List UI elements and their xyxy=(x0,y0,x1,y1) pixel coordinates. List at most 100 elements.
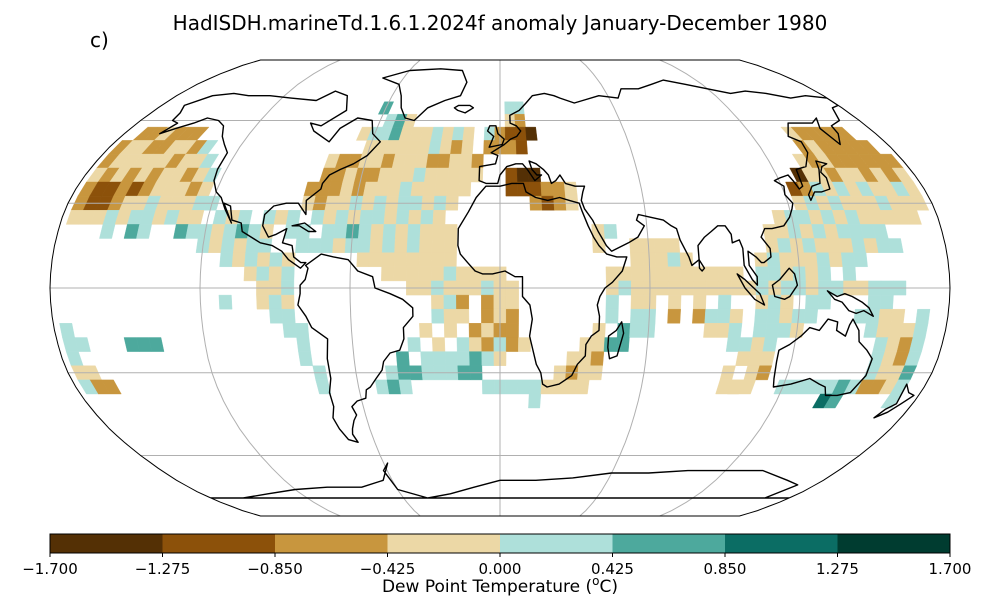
meridian-line xyxy=(579,60,651,516)
anomaly-cell xyxy=(563,379,578,395)
colorbar-tick-label: 0.425 xyxy=(591,560,634,578)
anomaly-cell xyxy=(777,323,792,338)
coast-africa xyxy=(457,182,628,388)
anomaly-cell xyxy=(725,337,741,352)
anomaly-cell xyxy=(412,167,427,183)
colorbar-tick-label: −0.425 xyxy=(360,560,416,578)
anomaly-cell xyxy=(256,294,270,310)
anomaly-cell xyxy=(444,224,458,239)
anomaly-cell xyxy=(515,126,527,141)
anomaly-cell xyxy=(552,379,566,395)
anomaly-cell xyxy=(295,323,310,338)
colorbar-ticks: −1.700 −1.275 −0.850 −0.425 0.000 0.425 0.850 1… xyxy=(22,553,971,578)
anomaly-cell xyxy=(778,252,794,267)
anomaly-cell xyxy=(219,252,234,267)
anomaly-cell xyxy=(456,351,471,366)
anomaly-cell xyxy=(447,167,461,183)
anomaly-cell xyxy=(630,266,644,282)
anomaly-cell xyxy=(443,323,458,338)
anomaly-cell xyxy=(667,252,681,267)
colorbar-swatch xyxy=(500,534,613,553)
anomaly-cell xyxy=(904,210,922,225)
colorbar-swatch xyxy=(275,534,388,553)
anomaly-cell xyxy=(432,210,446,225)
anomaly-cell xyxy=(307,238,322,253)
anomaly-cell xyxy=(357,224,372,239)
anomaly-cell xyxy=(826,238,842,253)
anomaly-cell xyxy=(268,294,283,310)
anomaly-cell xyxy=(443,238,458,253)
anomaly-cell xyxy=(418,252,433,267)
coast-eurasia xyxy=(478,79,841,286)
anomaly-cell xyxy=(458,181,472,197)
anomaly-cell xyxy=(382,224,397,239)
anomaly-cell xyxy=(540,181,554,197)
anomaly-cell xyxy=(828,252,843,267)
anomaly-cell xyxy=(780,294,794,310)
anomaly-cell xyxy=(419,238,433,253)
anomaly-cell xyxy=(425,153,440,169)
anomaly-cell xyxy=(705,266,719,282)
anomaly-cell xyxy=(505,167,518,183)
anomaly-cell xyxy=(222,224,238,239)
anomaly-cell xyxy=(431,238,445,253)
anomaly-cell xyxy=(443,294,457,310)
anomaly-cell xyxy=(298,351,313,366)
anomaly-cell xyxy=(605,309,619,324)
coast-sri-lanka xyxy=(698,259,706,272)
coast-new-guinea xyxy=(826,290,874,317)
colorbar-tick-label: 1.700 xyxy=(929,560,972,578)
anomaly-cell xyxy=(439,140,453,155)
anomaly-cell xyxy=(504,101,515,115)
anomaly-cell xyxy=(450,140,463,155)
anomaly-cell xyxy=(605,266,619,282)
anomaly-cell xyxy=(505,337,519,352)
anomaly-cell xyxy=(407,224,421,239)
anomaly-cell xyxy=(218,294,233,310)
coast-greenland xyxy=(382,68,468,122)
anomaly-cell xyxy=(381,252,395,267)
anomaly-cell xyxy=(481,337,495,352)
anomaly-cell xyxy=(148,337,165,352)
anomaly-cell xyxy=(435,167,450,183)
anomaly-cell xyxy=(395,210,410,225)
anomaly-cell xyxy=(407,337,421,352)
anomaly-cell xyxy=(65,351,84,366)
anomaly-cell xyxy=(692,309,706,324)
anomaly-cell xyxy=(717,266,732,282)
anomaly-cell xyxy=(605,294,619,310)
anomaly-cell xyxy=(666,238,681,253)
coast-borneo xyxy=(771,267,799,300)
anomaly-cell xyxy=(630,294,644,310)
anomaly-cell xyxy=(406,238,421,253)
colorbar-tick-label: −1.275 xyxy=(135,560,191,578)
anomaly-cell xyxy=(332,238,347,253)
anomaly-cell xyxy=(867,294,882,310)
anomaly-cell xyxy=(444,351,458,366)
anomaly-cell xyxy=(817,266,832,282)
anomaly-cell xyxy=(803,252,819,267)
anomaly-cell xyxy=(321,224,336,239)
coast-south-america xyxy=(297,253,414,443)
anomaly-cell xyxy=(805,266,819,282)
colorbar-tick-label: 0.000 xyxy=(479,560,522,578)
anomaly-cell xyxy=(517,379,530,395)
anomaly-cell xyxy=(386,181,402,197)
anomaly-cell xyxy=(703,323,718,338)
anomaly-cell xyxy=(443,266,457,282)
colorbar: −1.700 −1.275 −0.850 −0.425 0.000 0.425 0.850 1… xyxy=(22,533,971,597)
anomaly-cell xyxy=(518,337,532,352)
anomaly-cell xyxy=(716,309,731,324)
anomaly-cell xyxy=(738,337,753,352)
anomaly-cell xyxy=(136,224,152,239)
anomaly-cell xyxy=(816,252,831,267)
anomaly-cell xyxy=(74,337,91,352)
anomaly-cell xyxy=(817,294,832,310)
anomaly-cell xyxy=(357,238,371,253)
anomaly-cell xyxy=(762,337,778,352)
anomaly-cell xyxy=(424,167,438,183)
anomaly-cell xyxy=(505,379,519,395)
anomaly-cell xyxy=(418,266,432,282)
anomaly-cell xyxy=(630,252,644,267)
anomaly-cell xyxy=(912,323,929,338)
